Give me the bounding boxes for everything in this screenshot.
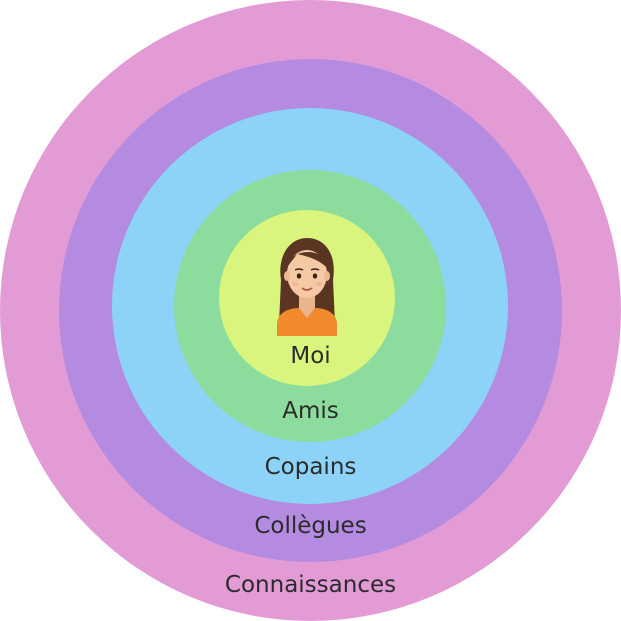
woman-avatar-icon bbox=[267, 232, 347, 336]
label-amis: Amis bbox=[282, 398, 339, 424]
label-copains: Copains bbox=[264, 454, 357, 480]
label-collegues: Collègues bbox=[254, 513, 367, 539]
label-connaissances: Connaissances bbox=[224, 572, 397, 598]
label-moi: Moi bbox=[290, 343, 331, 369]
